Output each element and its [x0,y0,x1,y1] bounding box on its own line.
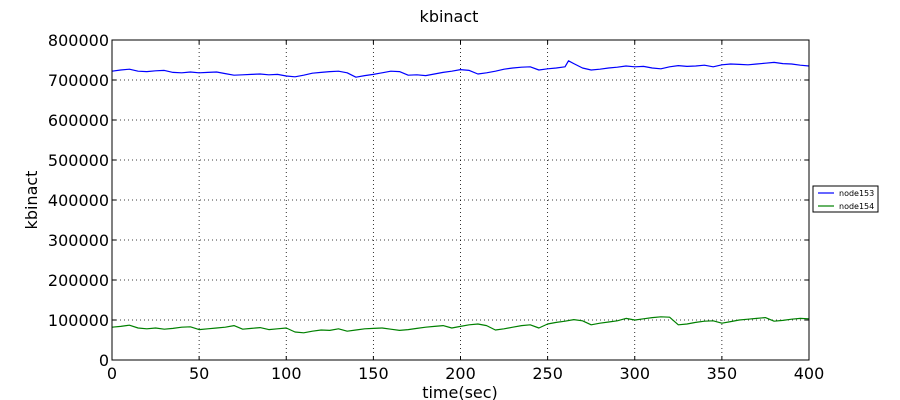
y-axis: 0 100000 200000 300000 400000 500000 600000 700… [48,31,809,370]
x-tick-label: 150 [358,364,389,383]
legend-label-node153: node153 [839,189,874,198]
legend-label-node154: node154 [839,202,874,211]
legend-box [812,185,879,213]
x-axis-label: time(sec) [422,383,498,400]
x-axis: 0 50 100 150 200 250 300 350 400 [107,40,824,383]
y-axis-label: kbinact [22,171,41,230]
y-tick-label: 100000 [48,311,109,330]
y-tick-label: 200000 [48,271,109,290]
grid [112,40,809,360]
y-tick-label: 600000 [48,111,109,130]
series-line-node153 [111,60,810,78]
y-tick-label: 300000 [48,231,109,250]
legend: node153 node154 [812,185,879,213]
y-tick-label: 700000 [48,71,109,90]
x-tick-label: 300 [619,364,650,383]
series-layer [111,60,810,334]
x-tick-label: 0 [107,364,117,383]
x-tick-label: 100 [271,364,302,383]
x-tick-label: 200 [445,364,476,383]
y-tick-label: 0 [99,351,109,370]
y-tick-label: 800000 [48,31,109,50]
x-tick-label: 350 [707,364,738,383]
y-tick-label: 500000 [48,151,109,170]
y-tick-label: 400000 [48,191,109,210]
series-line-node154 [111,316,810,334]
x-tick-label: 400 [794,364,825,383]
x-tick-label: 50 [189,364,209,383]
chart-title: kbinact [420,7,479,26]
x-tick-label: 250 [532,364,563,383]
